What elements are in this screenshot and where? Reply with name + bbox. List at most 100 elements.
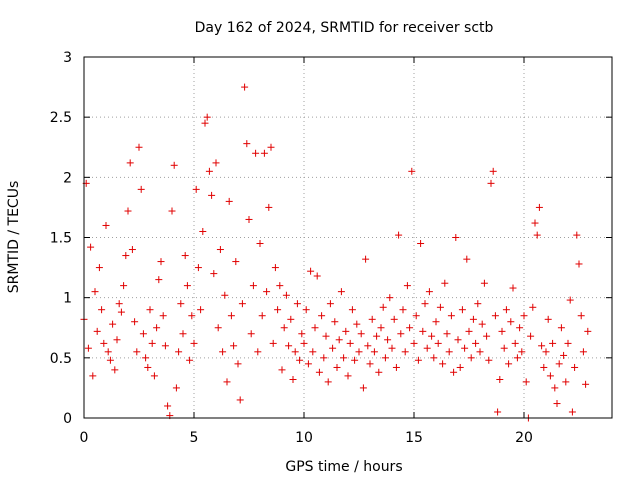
data-point [480, 279, 488, 287]
data-point [84, 344, 92, 352]
data-point [494, 408, 502, 416]
data-point [423, 344, 431, 352]
data-point [111, 366, 119, 374]
data-point [216, 246, 224, 254]
data-point [522, 378, 530, 386]
data-point [102, 221, 110, 229]
data-point [582, 380, 590, 388]
data-point [269, 339, 277, 347]
data-point [518, 348, 526, 356]
data-point [381, 354, 389, 362]
chart-title: Day 162 of 2024, SRMTID for receiver sct… [195, 20, 494, 36]
data-point [452, 234, 460, 241]
data-point [428, 332, 436, 340]
data-point [377, 324, 385, 332]
data-point [155, 276, 163, 284]
data-point [406, 324, 414, 332]
data-point [256, 240, 264, 248]
data-point [351, 356, 359, 364]
data-point [289, 375, 297, 383]
data-point [214, 324, 222, 332]
data-point [476, 348, 484, 356]
data-point [313, 272, 321, 280]
data-point [419, 327, 427, 335]
data-point [511, 339, 519, 347]
x-tick-label: 15 [405, 430, 423, 446]
data-point [443, 330, 451, 338]
data-point [260, 149, 268, 157]
data-point [298, 330, 306, 338]
data-point [386, 294, 394, 302]
y-tick-label: 1 [63, 291, 72, 307]
data-point [491, 312, 499, 320]
data-point [309, 348, 317, 356]
y-tick-label: 2.5 [50, 110, 72, 126]
data-point [395, 231, 403, 239]
data-point [509, 284, 517, 292]
data-point [434, 339, 442, 347]
data-point [575, 260, 583, 268]
data-point [410, 339, 418, 347]
y-tick-label: 1.5 [50, 231, 72, 247]
data-point [208, 191, 216, 199]
data-point [535, 203, 543, 211]
data-point [199, 227, 207, 235]
data-point [243, 140, 251, 148]
data-point [469, 315, 477, 323]
data-point [113, 336, 121, 344]
data-point [236, 396, 244, 404]
data-point [529, 303, 537, 311]
data-point [142, 354, 150, 362]
data-point [131, 318, 139, 326]
data-point [230, 342, 238, 350]
data-point [485, 356, 493, 364]
data-point [364, 342, 372, 350]
data-point [335, 336, 343, 344]
data-point [183, 282, 191, 290]
data-point [555, 360, 563, 368]
data-point [219, 348, 227, 356]
data-point [120, 282, 128, 290]
data-point [498, 327, 506, 335]
data-point [252, 149, 260, 157]
data-point [139, 330, 147, 338]
data-point [533, 231, 541, 239]
y-tick-label: 3 [63, 50, 72, 66]
data-point [546, 372, 554, 380]
data-point [507, 318, 515, 326]
data-point [357, 330, 365, 338]
data-point [276, 282, 284, 290]
data-point [408, 167, 416, 175]
data-point [172, 384, 180, 392]
data-point [318, 312, 326, 320]
data-point [353, 320, 361, 328]
data-point [302, 306, 310, 314]
data-point [263, 288, 271, 296]
data-point [291, 348, 299, 356]
data-point [100, 339, 108, 347]
data-point [280, 324, 288, 332]
data-point [223, 378, 231, 386]
data-point [571, 363, 579, 371]
data-point [445, 348, 453, 356]
data-point [197, 306, 205, 314]
data-point [568, 408, 576, 416]
data-point [320, 354, 328, 362]
data-point [496, 375, 504, 383]
data-point [362, 255, 370, 263]
data-point [560, 351, 568, 359]
data-point [450, 368, 458, 376]
data-point [397, 330, 405, 338]
x-tick-label: 5 [190, 430, 199, 446]
data-point [245, 215, 253, 223]
y-axis-label: SRMTID / TECUs [6, 181, 22, 294]
data-point [241, 83, 249, 91]
data-point [192, 185, 200, 193]
y-tick-label: 2 [63, 170, 72, 186]
data-point [265, 203, 273, 211]
data-point [346, 339, 354, 347]
data-point [439, 360, 447, 368]
data-point [337, 288, 345, 296]
data-point [348, 306, 356, 314]
data-point [573, 231, 581, 239]
